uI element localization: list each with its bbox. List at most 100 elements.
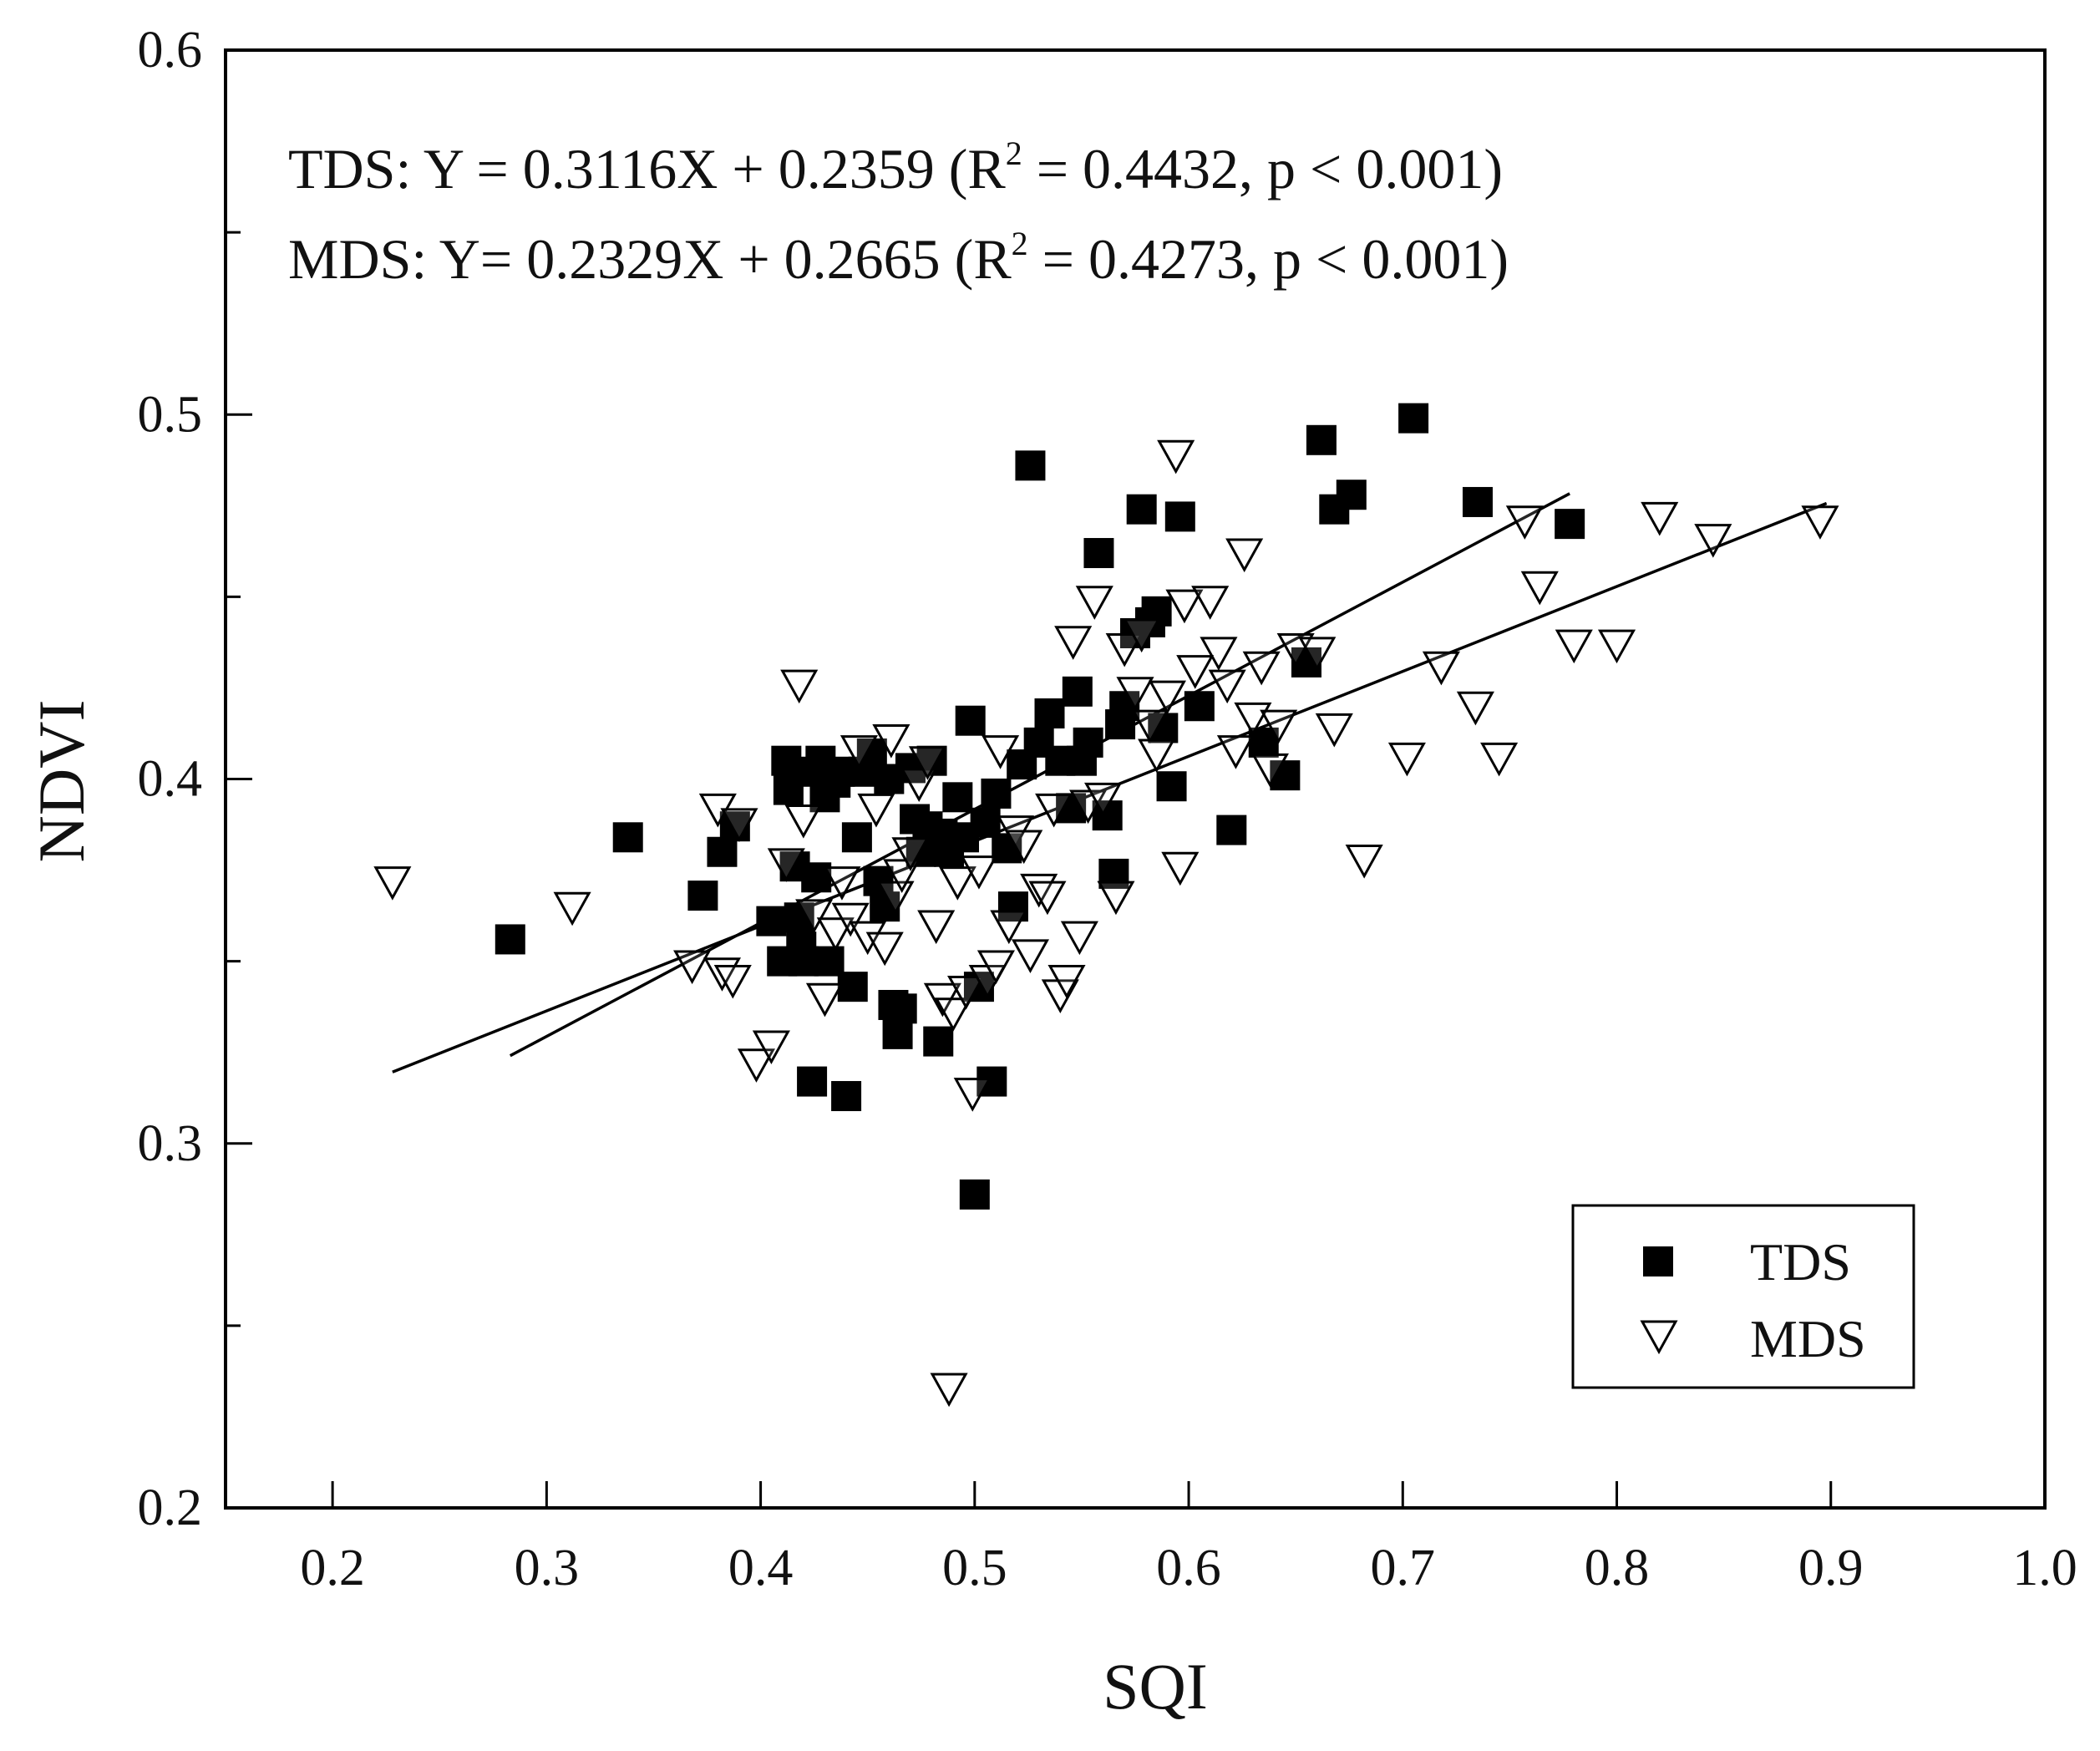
mds-point [1011, 939, 1049, 973]
mds-point [1165, 589, 1204, 624]
mds-point [767, 848, 805, 882]
mds-point [1345, 844, 1383, 879]
mds-point [953, 1078, 992, 1112]
mds-point [1116, 677, 1154, 711]
legend-mds-marker [1640, 1320, 1678, 1355]
mds-point [1298, 637, 1337, 671]
tds-point [707, 836, 738, 867]
tds-point [1216, 815, 1247, 845]
mds-point [1047, 964, 1086, 999]
mds-equation-superscript: 2 [1012, 225, 1028, 262]
mds-points [373, 439, 1839, 1408]
mds-point [982, 735, 1020, 769]
x-tick-label: 0.8 [1585, 1540, 1650, 1596]
y-tick-label: 0.5 [138, 386, 203, 443]
tds-point [1073, 727, 1103, 758]
tds-point [981, 778, 1012, 809]
mds-point [816, 917, 855, 952]
mds-point [1801, 505, 1839, 540]
tds-equation-rest: = 0.4432, p < 0.001) [1022, 137, 1503, 200]
tds-equation: TDS: Y = 0.3116X + 0.2359 (R2 = 0.4432, … [288, 134, 1503, 200]
mds-point [1505, 505, 1544, 540]
y-tick-label: 0.2 [138, 1479, 203, 1536]
y-tick-labels: 0.2 0.3 0.4 0.5 0.6 [138, 22, 203, 1536]
x-tick-label: 0.2 [300, 1540, 365, 1596]
tds-equation-text: TDS: Y = 0.3116X + 0.2359 (R [288, 137, 1006, 200]
y-axis-title: NDVI [25, 700, 98, 863]
mds-point [1054, 626, 1093, 660]
mds-point [1555, 629, 1593, 664]
mds-point [1276, 632, 1315, 667]
mds-point [1225, 538, 1264, 573]
mds-point [1148, 680, 1186, 715]
x-tick-label: 0.9 [1798, 1540, 1864, 1596]
tds-point [1083, 538, 1114, 569]
mds-point [1694, 524, 1732, 558]
tds-point [1098, 858, 1129, 889]
mds-point [1084, 782, 1123, 817]
mds-point [737, 1048, 776, 1083]
mds-point [1208, 669, 1246, 704]
y-tick-label: 0.4 [138, 751, 203, 808]
legend-box [1571, 1204, 1915, 1389]
mds-equation-rest: = 0.4273, p < 0.001) [1028, 227, 1509, 291]
mds-point [1028, 881, 1067, 916]
mds-point [780, 669, 819, 704]
tds-point [788, 946, 819, 977]
tds-point [1062, 676, 1093, 707]
axis-ticks [226, 48, 2047, 1510]
mds-point [865, 931, 904, 967]
mds-point [872, 724, 911, 759]
mds-point [831, 902, 870, 937]
tds-point [1306, 424, 1337, 455]
x-tick-label: 0.6 [1156, 1540, 1221, 1596]
mds-point [917, 910, 956, 945]
tds-point [1126, 494, 1157, 525]
tds-point [831, 1081, 862, 1112]
mds-point [1005, 830, 1043, 865]
mds-point [891, 837, 930, 871]
mds-equation-text: MDS: Y= 0.2329X + 0.2665 (R [288, 227, 1012, 291]
mds-point [1250, 753, 1289, 788]
mds-point [1387, 742, 1426, 777]
mds-point [1242, 651, 1281, 686]
mds-point [1069, 789, 1108, 825]
mds-point [1260, 709, 1298, 744]
tds-point [1336, 480, 1367, 510]
mds-point [857, 793, 895, 828]
y-tick-label: 0.3 [138, 1115, 203, 1172]
mds-point [976, 950, 1015, 985]
mds-point [752, 1030, 790, 1065]
tds-point [814, 946, 845, 977]
x-axis-title: SQI [1103, 1650, 1208, 1723]
mds-point [373, 866, 412, 901]
tds-point [756, 906, 787, 936]
tds-point [719, 811, 750, 842]
x-tick-label: 0.4 [728, 1540, 794, 1596]
tds-point [923, 1026, 954, 1057]
mds-point [1123, 618, 1161, 653]
mds-point [1520, 571, 1559, 606]
fit-lines [392, 492, 1828, 1073]
legend-mds-label: MDS [1750, 1309, 1866, 1368]
tds-point [955, 705, 986, 736]
tds-point [1398, 403, 1429, 434]
mds-point [930, 1373, 968, 1408]
tds-equation-superscript: 2 [1006, 134, 1022, 172]
mds-point [1641, 501, 1679, 536]
mds-point [1315, 713, 1353, 748]
mds-point [1060, 921, 1098, 956]
tds-point [942, 782, 973, 813]
mds-point [1157, 439, 1195, 475]
mds-point [1075, 586, 1113, 620]
mds-point [1597, 629, 1636, 664]
mds-point [908, 746, 947, 780]
mds-point [795, 899, 834, 934]
mds-point [1216, 735, 1255, 769]
x-tick-label: 1.0 [2012, 1540, 2077, 1596]
mds-point [990, 910, 1028, 945]
tds-point [687, 881, 718, 911]
mds-point [1456, 691, 1494, 726]
mds-point [805, 982, 845, 1018]
